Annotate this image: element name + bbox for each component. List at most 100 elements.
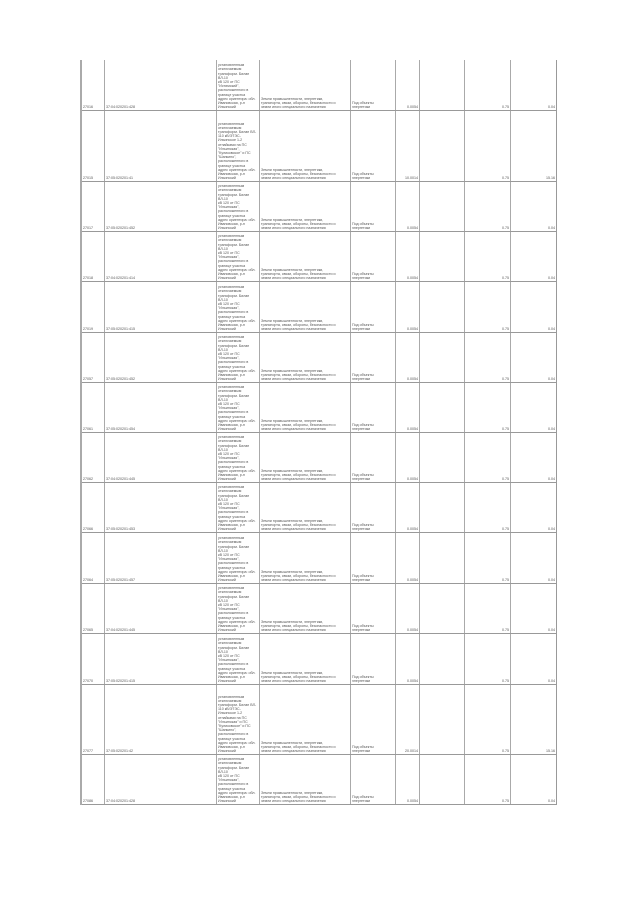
cell-permitted-use: Под объекты энергетики: [351, 533, 396, 583]
cell-id: 27015: [82, 111, 105, 181]
cell-permitted-use: Под объекты энергетики: [351, 60, 396, 110]
cell-empty: [420, 60, 465, 110]
cell-area-text: 0.0054: [407, 799, 418, 804]
cell-land-category-text: Земли промышленности, энергетики, трансп…: [261, 267, 336, 281]
cell-permitted-use-text: Под объекты энергетики: [352, 222, 374, 231]
cell-area-text: 0.0054: [407, 477, 418, 482]
cell-description: установленным отключаемым трансформ. Бил…: [217, 383, 260, 432]
cell-rate: 0.75: [465, 383, 511, 432]
cell-id: 27019: [82, 282, 105, 332]
table-row: 27061 37:05:020201:454 установленным отклю…: [82, 383, 556, 433]
cell-amount: 0.04: [511, 232, 556, 281]
cell-area: 10.0014: [396, 111, 420, 181]
cell-empty: [420, 533, 465, 583]
cell-rate: 0.75: [465, 111, 511, 181]
cell-description-text: установленным отключаемым трансформ. Бил…: [218, 234, 256, 281]
cell-amount-text: 0.04: [548, 105, 555, 110]
cell-description: установленным отключаемым трансформ. Бил…: [217, 584, 260, 633]
cell-area-text: 10.0014: [405, 176, 418, 181]
cell-cadastral-number-text: 37:05:020201:415: [106, 327, 135, 332]
cell-description-text: установленным отключаемым трансформ. Бил…: [218, 121, 257, 181]
cell-rate-text: 0.75: [502, 628, 509, 633]
cell-permitted-use: Под объекты энергетики: [351, 634, 396, 684]
cell-amount: 0.04: [511, 383, 556, 432]
cell-cadastral-number: 37:05:020201:452: [105, 182, 217, 231]
cell-description-text: установленным отключаемым трансформ. Бил…: [218, 435, 256, 482]
cell-cadastral-number: 37:05:020201:41: [105, 111, 217, 181]
cell-cadastral-number: 37:04:020201:445: [105, 433, 217, 482]
cell-area: 0.0054: [396, 182, 420, 231]
cell-empty: [420, 232, 465, 281]
cell-id-text: 27077: [83, 749, 93, 754]
cell-amount-text: 0.04: [548, 226, 555, 231]
cell-id-text: 27065: [83, 628, 93, 633]
cell-id: 27057: [82, 333, 105, 382]
cell-empty: [420, 433, 465, 482]
cell-rate: 0.75: [465, 584, 511, 633]
cell-id-text: 27062: [83, 477, 93, 482]
cell-permitted-use: Под объекты энергетики: [351, 282, 396, 332]
cell-permitted-use-text: Под объекты энергетики: [352, 272, 374, 281]
cell-description-text: установленным отключаемым трансформ. Бил…: [218, 586, 256, 633]
cell-rate: 0.75: [465, 685, 511, 754]
cell-permitted-use-text: Под объекты энергетики: [352, 574, 374, 583]
cell-empty: [420, 483, 465, 532]
cell-rate: 0.75: [465, 60, 511, 110]
cell-rate: 0.75: [465, 755, 511, 804]
cell-land-category: Земли промышленности, энергетики, трансп…: [260, 333, 351, 382]
cell-id: 27086: [82, 755, 105, 804]
cell-amount: 0.04: [511, 584, 556, 633]
cell-rate-text: 0.75: [502, 105, 509, 110]
cell-cadastral-number-text: 37:04:020201:428: [106, 799, 135, 804]
cell-id-text: 27086: [83, 799, 93, 804]
cell-rate-text: 0.75: [502, 477, 509, 482]
cell-land-category-text: Земли промышленности, энергетики, трансп…: [261, 468, 336, 482]
cell-permitted-use-text: Под объекты энергетики: [352, 323, 374, 332]
cell-land-category: Земли промышленности, энергетики, трансп…: [260, 433, 351, 482]
cell-land-category: Земли промышленности, энергетики, трансп…: [260, 111, 351, 181]
cell-permitted-use: Под объекты энергетики: [351, 433, 396, 482]
cell-area-text: 0.0054: [407, 105, 418, 110]
cell-cadastral-number-text: 37:04:020201:445: [106, 628, 135, 633]
cell-id: 27065: [82, 584, 105, 633]
cell-area: 0.0054: [396, 232, 420, 281]
cell-id: 27016: [82, 60, 105, 110]
cell-description: установленным отключаемым трансформ. Бил…: [217, 533, 260, 583]
cell-cadastral-number-text: 37:04:020201:414: [106, 276, 135, 281]
table-row: 27066 37:05:020201:453 установленным отклю…: [82, 483, 556, 533]
cell-amount: 0.04: [511, 533, 556, 583]
cell-land-category: Земли промышленности, энергетики, трансп…: [260, 483, 351, 532]
cell-cadastral-number: 37:05:020201:457: [105, 533, 217, 583]
cell-area: 20.0014: [396, 685, 420, 754]
cell-land-category-text: Земли промышленности, энергетики, трансп…: [261, 368, 336, 382]
cell-land-category-text: Земли промышленности, энергетики, трансп…: [261, 167, 336, 181]
cell-area: 0.0054: [396, 755, 420, 804]
cell-area: 0.0054: [396, 634, 420, 684]
cell-id: 27066: [82, 483, 105, 532]
cell-cadastral-number: 37:04:020201:445: [105, 584, 217, 633]
cell-land-category-text: Земли промышленности, энергетики, трансп…: [261, 96, 336, 110]
cell-id-text: 27018: [83, 276, 93, 281]
cell-id: 27018: [82, 232, 105, 281]
cell-amount: 0.04: [511, 282, 556, 332]
cell-description-text: установленным отключаемым трансформ. Бил…: [218, 694, 257, 754]
cell-area: 0.0054: [396, 433, 420, 482]
cell-area: 0.0054: [396, 333, 420, 382]
cell-land-category: Земли промышленности, энергетики, трансп…: [260, 685, 351, 754]
cell-amount: 15.16: [511, 111, 556, 181]
cell-id-text: 27061: [83, 427, 93, 432]
cell-description-text: установленным отключаемым трансформ. Бил…: [218, 335, 256, 382]
cell-rate-text: 0.75: [502, 327, 509, 332]
cell-description-text: установленным отключаемым трансформ. Бил…: [218, 536, 256, 583]
cell-id: 27062: [82, 433, 105, 482]
cell-cadastral-number: 37:05:020201:42: [105, 685, 217, 754]
cell-amount: 15.16: [511, 685, 556, 754]
cell-land-category: Земли промышленности, энергетики, трансп…: [260, 755, 351, 804]
table-row: 27015 37:05:020201:41 установленным отключ…: [82, 111, 556, 182]
cell-description: установленным отключаемым трансформ. Бил…: [217, 333, 260, 382]
cell-cadastral-number-text: 37:05:020201:452: [106, 377, 135, 382]
cell-cadastral-number-text: 37:04:020201:445: [106, 477, 135, 482]
cell-area-text: 0.0054: [407, 226, 418, 231]
cell-rate: 0.75: [465, 182, 511, 231]
cell-id-text: 27016: [83, 105, 93, 110]
